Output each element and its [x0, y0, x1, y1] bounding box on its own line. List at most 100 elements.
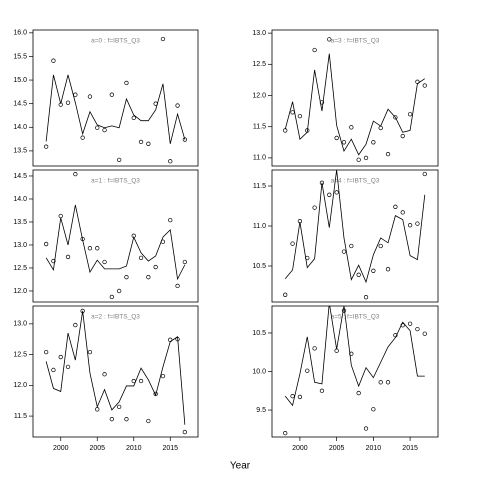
plot-area [43, 171, 188, 300]
data-point [312, 47, 317, 53]
data-point [175, 103, 180, 108]
data-point [109, 417, 114, 422]
y-tick-label: 12.5 [13, 351, 27, 358]
panel-strip: a=2 : f=IBTS_Q3 [91, 314, 140, 321]
data-point [393, 204, 398, 209]
fit-line [284, 306, 425, 407]
data-point [102, 127, 107, 133]
data-point [341, 140, 347, 145]
data-point [334, 135, 339, 141]
data-point [393, 115, 398, 120]
data-point [356, 272, 361, 277]
data-point [73, 92, 78, 97]
panel-frame [271, 305, 439, 438]
x-tick-label: 2010 [366, 445, 382, 452]
y-tick-label: 14.0 [13, 124, 27, 131]
data-point [341, 249, 347, 254]
y-tick-label: 10.5 [252, 263, 266, 270]
data-point [87, 349, 93, 355]
data-point [378, 380, 383, 385]
data-point [290, 110, 295, 115]
fit-line [284, 170, 426, 284]
data-point [160, 36, 166, 42]
data-point [146, 418, 151, 424]
data-point [58, 213, 63, 219]
data-point [327, 37, 332, 42]
data-point [73, 171, 78, 177]
data-point [400, 210, 405, 215]
data-point [290, 394, 295, 399]
data-point [182, 429, 188, 435]
plot-area [43, 36, 188, 164]
y-tick-label: 11.5 [14, 413, 27, 420]
data-point [385, 151, 391, 157]
data-point [305, 368, 310, 373]
data-point [109, 294, 114, 300]
y-tick-label: 12.5 [13, 265, 27, 272]
x-tick-label: 2000 [292, 445, 308, 452]
data-point [312, 205, 317, 210]
x-tick-label: 2005 [329, 445, 345, 452]
data-point [371, 407, 376, 412]
data-point [378, 125, 383, 131]
y-tick-label: 12.0 [252, 92, 266, 99]
panel-strip: a=0 : f=IBTS_Q3 [91, 38, 140, 45]
data-point [363, 155, 369, 161]
data-point [283, 430, 288, 436]
data-point [363, 426, 369, 431]
y-tick-label: 14.5 [13, 101, 27, 108]
data-point [422, 83, 427, 88]
data-point [407, 321, 413, 326]
data-point [385, 380, 391, 385]
y-tick-label: 12.0 [13, 382, 27, 389]
data-point [371, 268, 376, 273]
fit-line [45, 74, 186, 144]
data-point [51, 258, 56, 264]
panel-frame [32, 305, 199, 438]
data-point [327, 192, 332, 197]
data-point [319, 388, 325, 393]
data-point [160, 373, 166, 379]
y-tick-label: 11.0 [253, 155, 266, 162]
data-point [117, 157, 122, 163]
data-point [283, 292, 288, 297]
y-tick-label: 15.5 [13, 53, 27, 60]
data-point [378, 243, 383, 249]
data-point [87, 246, 93, 251]
x-tick-label: 2000 [53, 445, 69, 452]
data-point [65, 100, 71, 105]
y-tick-label: 12.0 [13, 288, 27, 295]
x-tick-label: 2010 [126, 445, 142, 452]
y-tick-label: 13.0 [252, 30, 266, 37]
data-point [51, 367, 56, 373]
data-point [80, 135, 85, 140]
data-point [400, 133, 405, 139]
panel-strip: a=5 : f=IBTS_Q3 [331, 314, 380, 321]
fit-line [284, 53, 426, 156]
y-tick-label: 13.0 [13, 242, 27, 249]
y-tick-label: 11.0 [253, 223, 266, 230]
data-point [43, 241, 49, 247]
data-point [146, 141, 151, 146]
data-point [138, 378, 144, 384]
y-tick-label: 12.5 [252, 61, 266, 68]
data-point [109, 92, 114, 97]
data-point [146, 275, 151, 280]
data-point [297, 113, 303, 119]
y-tick-label: 13.5 [13, 148, 27, 155]
data-point [407, 112, 413, 117]
fit-line [45, 310, 186, 425]
data-point [415, 326, 420, 332]
plot-area [283, 306, 427, 436]
y-tick-label: 9.5 [256, 407, 266, 414]
panel-frame [271, 29, 439, 167]
plot-area [43, 308, 188, 435]
data-point [349, 125, 354, 130]
data-point [95, 125, 100, 130]
fit-line [45, 204, 186, 281]
y-tick-label: 10.0 [252, 368, 266, 375]
panel-strip: a=3 : f=IBTS_Q3 [331, 38, 380, 45]
data-point [356, 157, 361, 162]
y-tick-label: 16.0 [13, 30, 27, 37]
y-tick-label: 11.5 [253, 183, 266, 190]
